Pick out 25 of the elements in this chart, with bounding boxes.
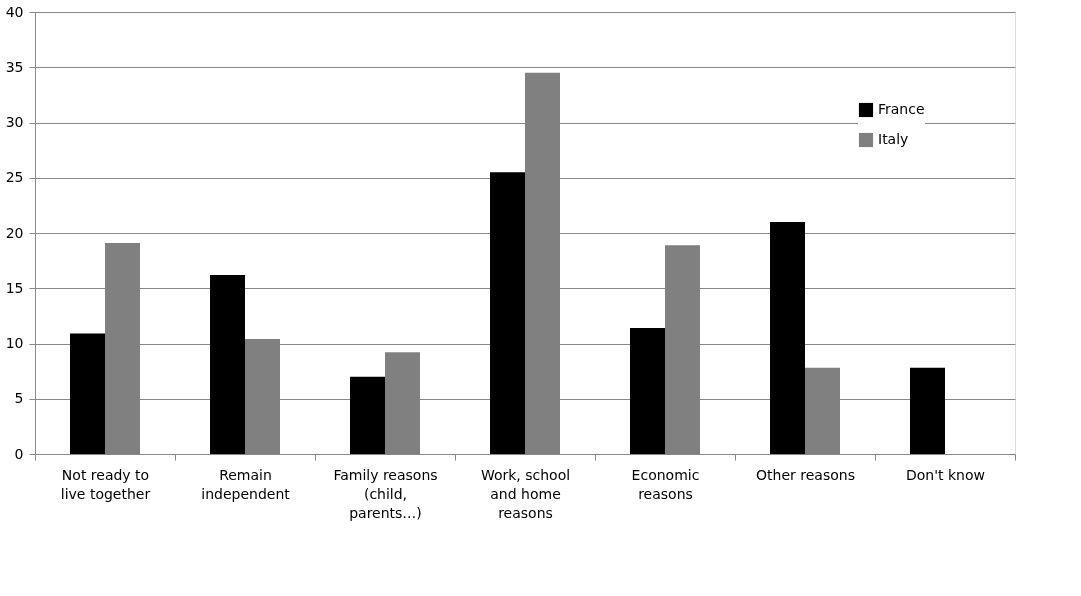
bar (490, 172, 525, 454)
bar (630, 328, 665, 454)
y-tick-label: 10 (5, 335, 24, 351)
legend-label: France (878, 101, 925, 117)
x-tick-label: Family reasons (child, parents…) (333, 466, 438, 521)
y-tick-label: 30 (5, 114, 24, 130)
x-tick-label: Remain independent (201, 466, 291, 502)
bar (770, 221, 805, 454)
x-tick-label: Work, school and home reasons (480, 466, 571, 521)
y-tick-label: 0 (14, 445, 24, 462)
y-tick-label: 15 (5, 279, 24, 296)
y-tick-label: 25 (5, 169, 24, 186)
bar (350, 376, 385, 454)
bar (210, 274, 245, 454)
y-tick-label: 40 (5, 3, 24, 20)
bar (70, 333, 105, 454)
y-tick-label: 35 (5, 58, 24, 75)
x-tick-label: Don't know (905, 466, 986, 483)
x-tick-label: Not ready to live together (60, 466, 151, 502)
legend-label: Italy (878, 131, 909, 147)
x-tick-label: Other reasons (756, 466, 855, 483)
x-tick-label: Economic reasons (631, 466, 700, 502)
y-tick-label: 5 (14, 390, 24, 407)
y-tick-label: 20 (5, 224, 24, 241)
bar (910, 367, 945, 454)
